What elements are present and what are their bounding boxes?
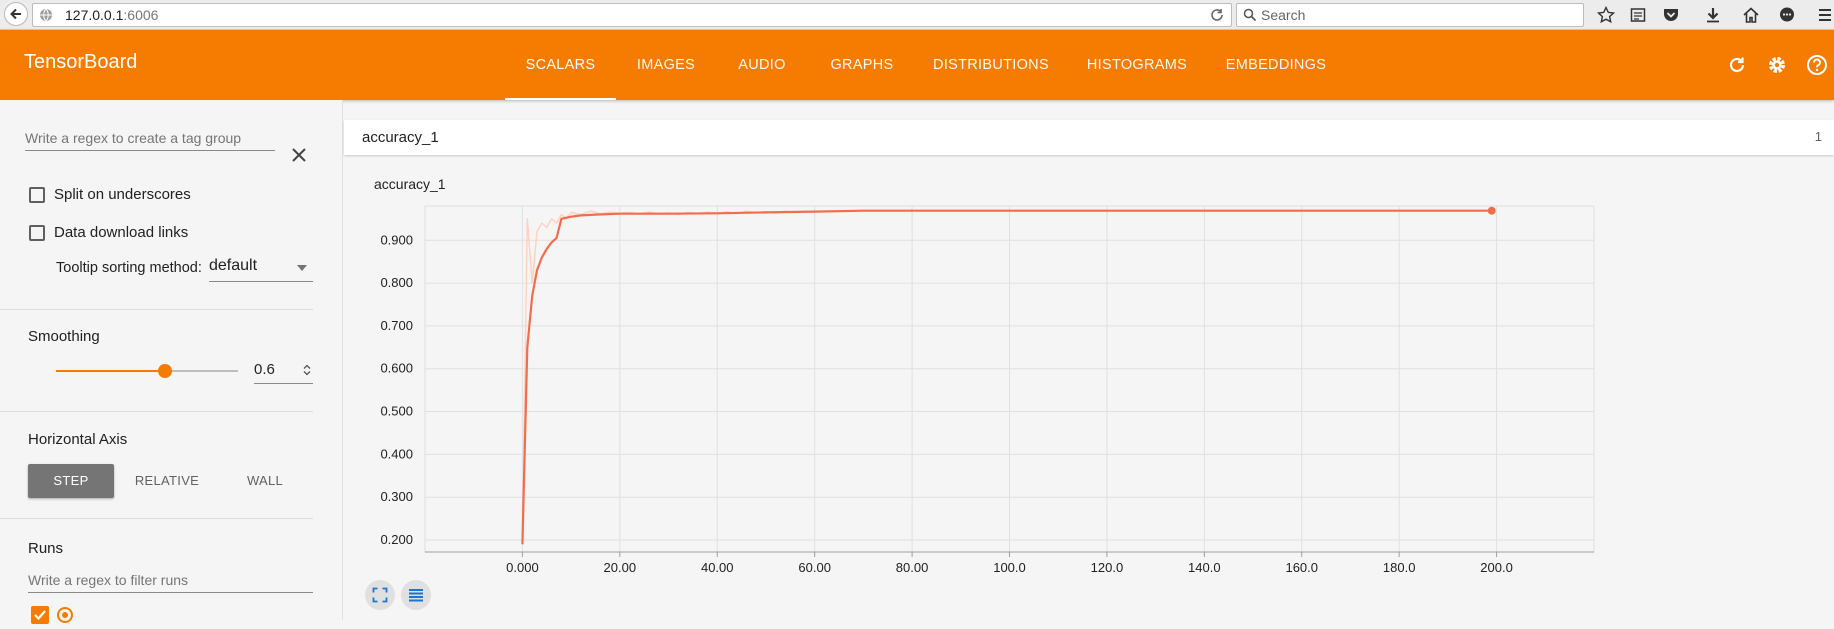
back-arrow-icon — [10, 8, 21, 20]
data-download-label: Data download links — [54, 224, 189, 241]
runs-title: Runs — [28, 540, 64, 557]
x-tick-label: 60.00 — [798, 560, 831, 575]
tab-images[interactable]: IMAGES — [636, 57, 696, 73]
run-checkbox[interactable] — [31, 606, 49, 624]
home-icon[interactable] — [1740, 4, 1762, 26]
runs-filter-placeholder: Write a regex to filter runs — [28, 572, 189, 588]
tag-group-header[interactable]: accuracy_1 1 — [344, 120, 1834, 155]
y-tick-label: 0.200 — [380, 532, 413, 547]
axis-wall-button[interactable]: WALL — [246, 473, 284, 488]
data-download-checkbox[interactable] — [29, 225, 45, 241]
horizontal-axis-title: Horizontal Axis — [28, 431, 128, 448]
tensorboard-header: TensorBoard SCALARS IMAGES AUDIO GRAPHS … — [0, 30, 1834, 100]
tab-scalars[interactable]: SCALARS — [505, 30, 616, 100]
smoothing-value-input[interactable]: 0.6 — [254, 358, 313, 384]
browser-toolbar: 127.0.0.1:6006 Search — [0, 0, 1834, 30]
x-tick-label: 0.000 — [506, 560, 539, 575]
x-tick-label: 80.00 — [896, 560, 929, 575]
split-underscores-checkbox[interactable] — [29, 187, 45, 203]
tab-audio[interactable]: AUDIO — [738, 57, 786, 73]
url-host: 127.0.0.1 — [65, 7, 124, 23]
url-port: :6006 — [123, 7, 159, 23]
x-tick-label: 140.0 — [1188, 560, 1221, 575]
sidebar-divider — [0, 309, 313, 310]
browser-search-input[interactable]: Search — [1236, 3, 1584, 27]
fullscreen-icon — [372, 587, 388, 603]
chat-icon[interactable] — [1776, 4, 1798, 26]
tooltip-sorting-label: Tooltip sorting method: — [56, 260, 202, 276]
pocket-icon[interactable] — [1660, 4, 1682, 26]
y-tick-label: 0.800 — [380, 275, 413, 290]
chart-title: accuracy_1 — [374, 176, 446, 192]
fit-domain-button[interactable] — [365, 580, 395, 610]
x-tick-label: 120.0 — [1091, 560, 1124, 575]
clear-regex-button[interactable] — [290, 146, 308, 164]
tooltip-sorting-value: default — [209, 257, 258, 274]
smoothing-value: 0.6 — [254, 361, 275, 378]
runs-filter-input[interactable]: Write a regex to filter runs — [28, 572, 313, 593]
y-tick-label: 0.700 — [380, 318, 413, 333]
tag-group-regex-placeholder: Write a regex to create a tag group — [25, 130, 242, 146]
close-icon — [292, 148, 306, 162]
tab-histograms[interactable]: HISTOGRAMS — [1086, 57, 1188, 73]
page-reload-icon[interactable] — [1209, 7, 1225, 23]
bookmark-star-icon[interactable] — [1595, 4, 1617, 26]
spinner-arrows-icon[interactable] — [303, 364, 311, 376]
back-button[interactable] — [4, 2, 28, 26]
smoothing-slider-fill — [56, 370, 166, 372]
reading-list-icon[interactable] — [1627, 4, 1649, 26]
help-icon[interactable] — [1804, 52, 1830, 78]
tag-group-count: 1 — [1814, 129, 1822, 144]
url-text: 127.0.0.1:6006 — [65, 7, 158, 23]
settings-icon[interactable] — [1764, 52, 1790, 78]
dropdown-arrow-icon — [297, 265, 307, 271]
y-tick-label: 0.600 — [380, 361, 413, 376]
series-end-point — [1487, 206, 1496, 215]
smoothing-title: Smoothing — [28, 328, 100, 345]
sidebar-divider — [0, 518, 313, 519]
tag-group-regex-input[interactable]: Write a regex to create a tag group — [25, 130, 275, 151]
smoothed-series-line — [521, 209, 1492, 545]
axis-relative-button[interactable]: RELATIVE — [134, 473, 200, 488]
app-title: TensorBoard — [24, 51, 138, 73]
search-icon — [1243, 8, 1257, 22]
url-bar[interactable]: 127.0.0.1:6006 — [32, 3, 1232, 27]
x-tick-label: 180.0 — [1383, 560, 1416, 575]
scalar-chart[interactable]: 0.000 20.00 40.00 60.00 80.00 100.0 120.0 140.0… — [344, 168, 1834, 578]
y-tick-label: 0.900 — [380, 232, 413, 247]
y-tick-label: 0.400 — [380, 446, 413, 461]
download-icon[interactable] — [1702, 4, 1724, 26]
run-color-dot — [62, 612, 68, 618]
sidebar — [0, 100, 343, 620]
search-placeholder: Search — [1261, 7, 1306, 23]
sidebar-divider — [0, 411, 313, 412]
y-tick-label: 0.500 — [380, 404, 413, 419]
hamburger-menu-icon[interactable] — [1814, 4, 1834, 26]
globe-icon — [40, 8, 52, 22]
x-tick-label: 160.0 — [1285, 560, 1318, 575]
tab-embeddings[interactable]: EMBEDDINGS — [1225, 57, 1327, 73]
toggle-series-button[interactable] — [401, 580, 431, 610]
split-underscores-label: Split on underscores — [54, 186, 191, 203]
x-tick-label: 40.00 — [701, 560, 734, 575]
y-tick-label: 0.300 — [380, 489, 413, 504]
list-icon — [409, 589, 423, 602]
checkmark-icon — [34, 610, 46, 621]
smoothing-slider-knob[interactable] — [158, 364, 173, 378]
tab-graphs[interactable]: GRAPHS — [830, 57, 894, 73]
tab-distributions[interactable]: DISTRIBUTIONS — [933, 57, 1049, 73]
axis-step-button[interactable]: STEP — [28, 464, 114, 498]
x-tick-label: 200.0 — [1480, 560, 1513, 575]
tag-group-name: accuracy_1 — [362, 129, 439, 146]
x-tick-label: 20.00 — [604, 560, 637, 575]
run-color-radio[interactable] — [57, 607, 73, 623]
tooltip-sorting-select[interactable]: default — [209, 256, 313, 282]
scalar-chart-card: accuracy_1 0.000 20.00 40.00 60.00 80.00 100.… — [344, 168, 1834, 620]
raw-series-line — [521, 209, 1492, 541]
x-tick-label: 100.0 — [993, 560, 1026, 575]
reload-icon[interactable] — [1724, 52, 1750, 78]
